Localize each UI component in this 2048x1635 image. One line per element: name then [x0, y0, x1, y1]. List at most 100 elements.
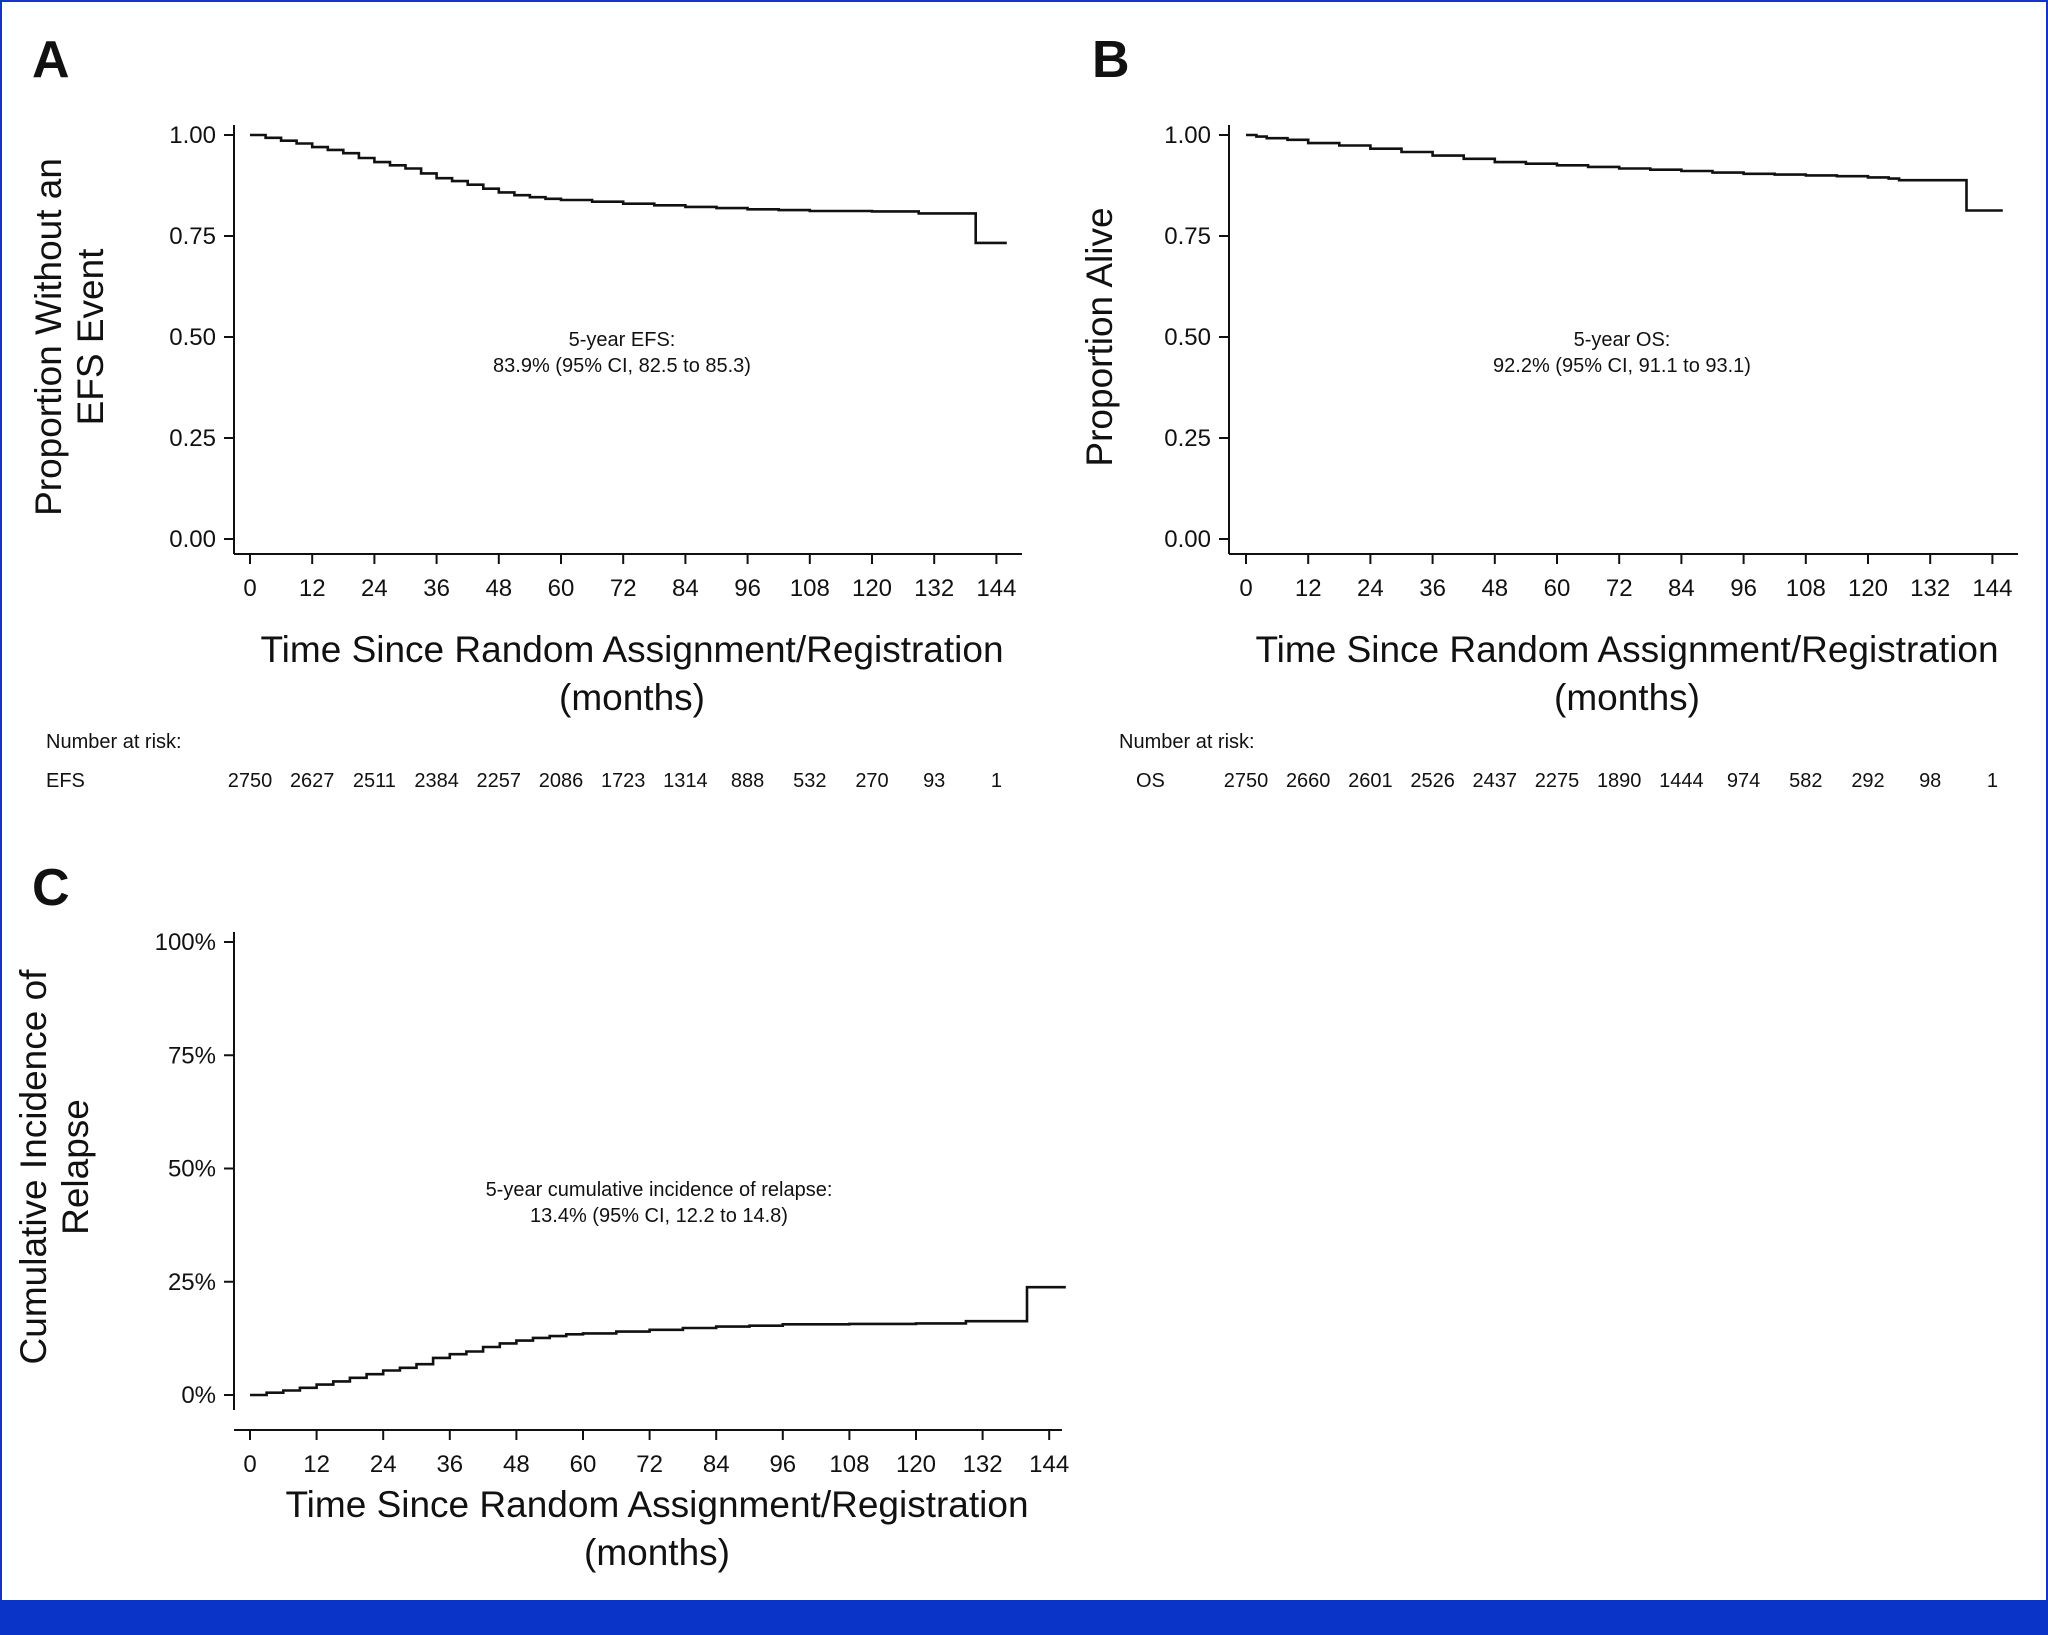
- x-tick-label: 96: [769, 1451, 796, 1478]
- panel-c: C 0% 25% 50% 75% 100% 0 12 24 36 48 60 72 84 96 108 120 1…: [13, 859, 1069, 1573]
- number-at-risk-value: 2437: [1473, 770, 1518, 792]
- x-tick-label: 12: [1295, 575, 1322, 602]
- y-axis-label-line: Proportion Alive: [1079, 207, 1120, 466]
- x-tick-label: 0: [1239, 575, 1252, 602]
- number-at-risk-table: Number at risk: EFS 2750 2627 2511 2384 2257 20…: [46, 731, 1002, 792]
- x-tick-label: 36: [436, 1451, 463, 1478]
- x-tick-label: 60: [570, 1451, 597, 1478]
- x-tick-label: 48: [503, 1451, 530, 1478]
- x-tick-label: 72: [1606, 575, 1633, 602]
- number-at-risk-value: 270: [855, 770, 888, 792]
- x-axis-label: Time Since Random Assignment/Registratio…: [1255, 629, 1998, 718]
- number-at-risk-value: 582: [1789, 770, 1822, 792]
- x-tick-label: 108: [790, 575, 830, 602]
- estimate-annotation-line: 5-year OS:: [1574, 329, 1671, 351]
- y-tick-label: 0.50: [1164, 324, 1211, 351]
- y-tick-label: 1.00: [1164, 122, 1211, 149]
- x-axis-label: Time Since Random Assignment/Registratio…: [260, 629, 1003, 718]
- number-at-risk-table: Number at risk: OS 2750 2660 2601 2526 2437 227…: [1119, 731, 1998, 792]
- estimate-annotation-line: 92.2% (95% CI, 91.1 to 93.1): [1493, 355, 1751, 377]
- number-at-risk-value: 1444: [1659, 770, 1704, 792]
- number-at-risk-value: 2526: [1410, 770, 1455, 792]
- x-tick-label: 132: [1910, 575, 1950, 602]
- x-tick-label: 120: [852, 575, 892, 602]
- number-at-risk-value: 888: [731, 770, 764, 792]
- number-at-risk-value: 292: [1851, 770, 1884, 792]
- y-axis-label: Proportion Alive: [1079, 207, 1120, 466]
- y-tick-label: 0.75: [1164, 223, 1211, 250]
- y-tick-label: 0.25: [169, 425, 216, 452]
- x-tick-label: 36: [423, 575, 450, 602]
- panel-b: B 0.00 0.25 0.50 0.75 1.00 0 12 24 36 48 60 72 84 96 10…: [1079, 31, 2018, 792]
- number-at-risk-value: 1: [991, 770, 1002, 792]
- x-tick-label: 144: [1972, 575, 2012, 602]
- figure-canvas: A0.000.250.500.751.000 12 24 36 48 60 72 84 96 10…: [13, 31, 2018, 1573]
- x-tick-label: 72: [636, 1451, 663, 1478]
- x-tick-label: 0: [243, 1451, 256, 1478]
- number-at-risk-row-label: OS: [1136, 770, 1165, 792]
- number-at-risk-value: 2511: [353, 770, 396, 792]
- y-tick-label: 1.00: [169, 122, 216, 149]
- x-tick-label: 36: [1419, 575, 1446, 602]
- estimate-annotation-line: 5-year EFS:: [569, 329, 676, 351]
- x-tick-label: 96: [1730, 575, 1757, 602]
- x-tick-label: 0: [243, 575, 256, 602]
- number-at-risk-value: 974: [1727, 770, 1760, 792]
- number-at-risk-value: 532: [793, 770, 826, 792]
- number-at-risk-value: 1314: [663, 770, 708, 792]
- y-axis-label: Proportion Without anEFS Event: [28, 158, 111, 516]
- y-tick-label: 0.75: [169, 223, 216, 250]
- x-tick-label: 84: [703, 1451, 730, 1478]
- estimate-annotation-line: 83.9% (95% CI, 82.5 to 85.3): [493, 355, 751, 377]
- x-tick-label: 108: [829, 1451, 869, 1478]
- y-axis-label: Cumulative Incidence ofRelapse: [13, 969, 96, 1365]
- y-tick-label: 0.00: [169, 526, 216, 553]
- x-tick-label: 120: [896, 1451, 936, 1478]
- panel-letter: B: [1092, 31, 1130, 89]
- x-axis-label-line: Time Since Random Assignment/Registratio…: [285, 1484, 1028, 1525]
- x-axis-label-line: (months): [559, 677, 705, 718]
- x-axis-label-line: Time Since Random Assignment/Registratio…: [260, 629, 1003, 670]
- x-tick-label: 24: [361, 575, 388, 602]
- y-tick-label: 100%: [155, 929, 216, 956]
- y-tick-label: 25%: [168, 1269, 216, 1296]
- y-axis-label-line: Proportion Without an: [28, 158, 69, 516]
- x-tick-label: 132: [963, 1451, 1003, 1478]
- y-axis-label-line: Relapse: [55, 1099, 96, 1235]
- number-at-risk-value: 1: [1987, 770, 1998, 792]
- x-tick-label: 84: [1668, 575, 1695, 602]
- y-tick-label: 0.00: [1164, 526, 1211, 553]
- number-at-risk-value: 93: [923, 770, 945, 792]
- number-at-risk-value: 1723: [601, 770, 646, 792]
- x-tick-label: 144: [1029, 1451, 1069, 1478]
- number-at-risk-value: 2257: [477, 770, 522, 792]
- estimate-annotation-line: 13.4% (95% CI, 12.2 to 14.8): [530, 1205, 788, 1227]
- x-tick-label: 84: [672, 575, 699, 602]
- figure-frame: A 0.00 0.25 0.50 0.75 1.00 0 12 24 36 48 60 72 84 96 10…: [0, 0, 2048, 1600]
- panel-a: A 0.00 0.25 0.50 0.75 1.00 0 12 24 36 48 60 72 84 96 10…: [28, 31, 1022, 792]
- survival-curve-os: [1246, 133, 2003, 212]
- y-tick-label: 50%: [168, 1156, 216, 1183]
- number-at-risk-row-label: EFS: [46, 770, 85, 792]
- x-tick-label: 72: [610, 575, 637, 602]
- y-tick-label: 0%: [181, 1382, 216, 1409]
- y-tick-label: 0.50: [169, 324, 216, 351]
- estimate-annotation: 5-year EFS: 83.9% (95% CI, 82.5 to 85.3): [493, 329, 751, 377]
- x-tick-label: 48: [1481, 575, 1508, 602]
- x-tick-label: 120: [1848, 575, 1888, 602]
- y-axis-label-line: Cumulative Incidence of: [13, 969, 54, 1365]
- y-tick-label: 0.25: [1164, 425, 1211, 452]
- number-at-risk-value: 2750: [228, 770, 273, 792]
- x-axis-label-line: (months): [1554, 677, 1700, 718]
- number-at-risk-value: 2601: [1348, 770, 1393, 792]
- x-tick-label: 24: [370, 1451, 397, 1478]
- x-tick-label: 60: [1544, 575, 1571, 602]
- number-at-risk-title: Number at risk:: [1119, 731, 1255, 753]
- x-tick-label: 48: [485, 575, 512, 602]
- number-at-risk-value: 2384: [414, 770, 459, 792]
- y-axis-label-line: EFS Event: [70, 248, 111, 426]
- x-tick-label: 60: [548, 575, 575, 602]
- y-tick-label: 75%: [168, 1042, 216, 1069]
- number-at-risk-value: 1890: [1597, 770, 1642, 792]
- number-at-risk-value: 2750: [1224, 770, 1269, 792]
